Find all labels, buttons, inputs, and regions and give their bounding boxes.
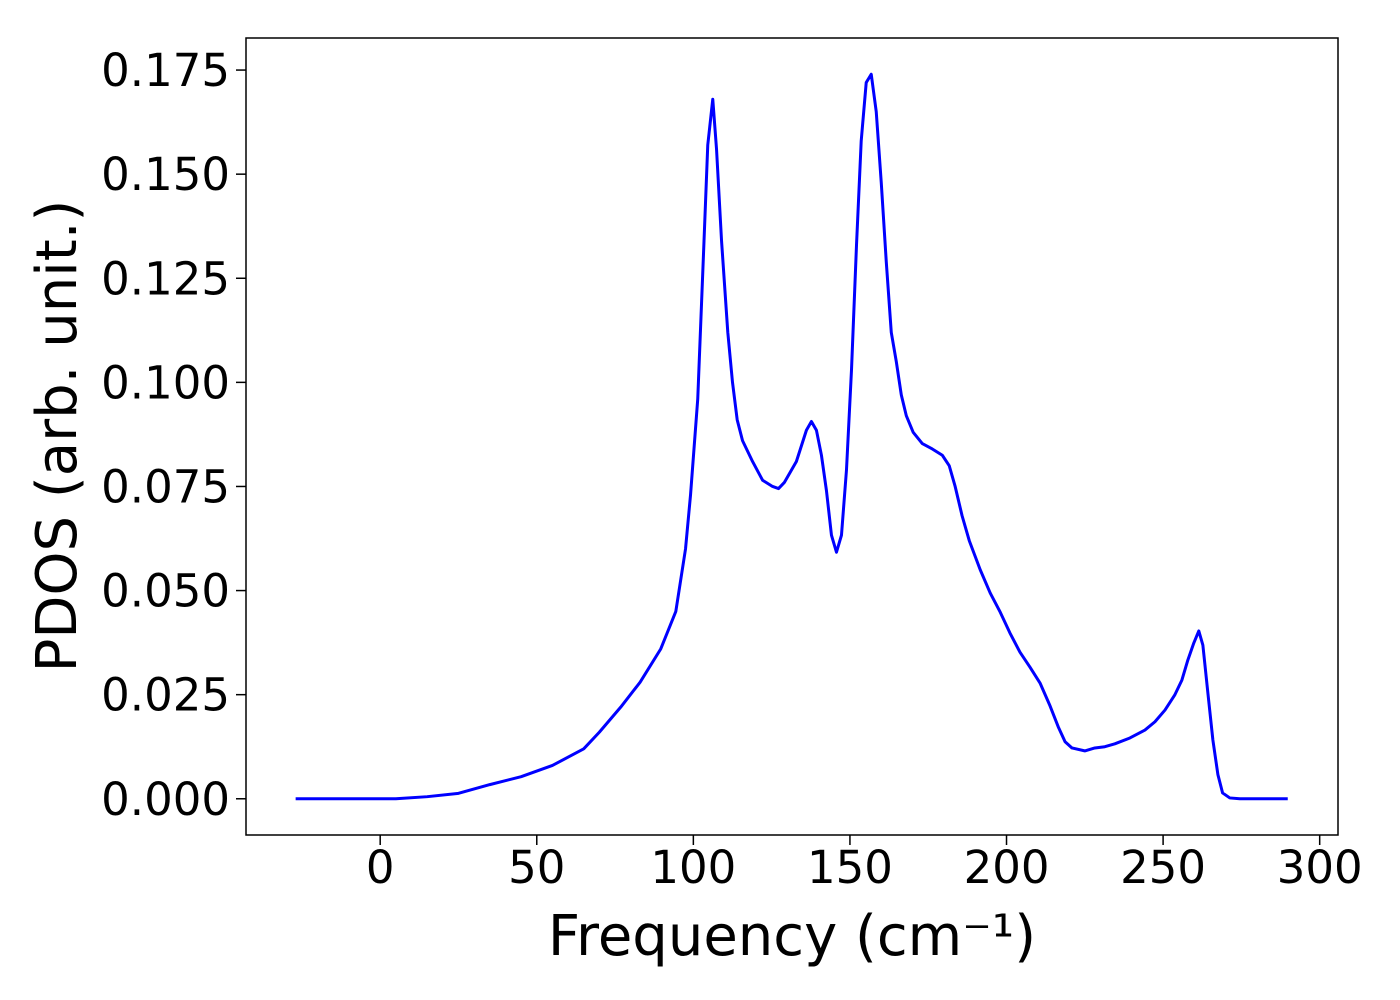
- x-tick-label: 150: [807, 841, 893, 894]
- x-tick-label: 0: [366, 841, 395, 894]
- data-line: [295, 72, 1288, 801]
- x-tick-label: 100: [650, 841, 736, 894]
- y-tick-label: 0.175: [101, 44, 230, 97]
- x-tick-label: 300: [1277, 841, 1363, 894]
- y-tick-label: 0.125: [101, 252, 230, 305]
- x-axis-label: Frequency (cm⁻¹): [548, 904, 1036, 969]
- y-tick-label: 0.025: [101, 669, 230, 722]
- x-tick-label: 50: [508, 841, 565, 894]
- y-tick-label: 0.100: [101, 356, 230, 409]
- x-tick-label: 200: [964, 841, 1050, 894]
- y-tick-label: 0.050: [101, 565, 230, 618]
- y-tick-label: 0.000: [101, 773, 230, 826]
- y-axis-label: PDOS (arb. unit.): [25, 200, 90, 673]
- x-tick-label: 250: [1120, 841, 1206, 894]
- y-tick-label: 0.075: [101, 460, 230, 513]
- y-tick-label: 0.150: [101, 148, 230, 201]
- plot-frame: [245, 37, 1339, 836]
